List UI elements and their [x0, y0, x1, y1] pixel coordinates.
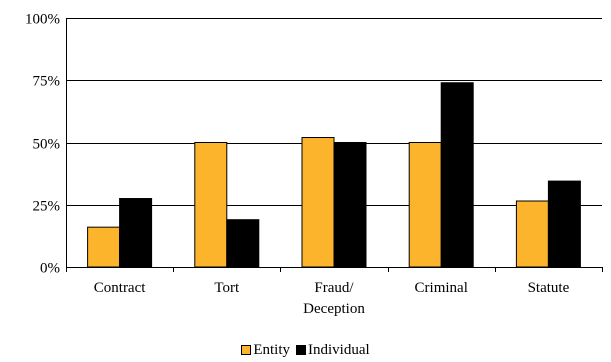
y-tick-labels: 0% 25% 50% 75% 100% [25, 12, 60, 277]
x-tick-label: Tort [214, 280, 240, 296]
bar-entity [515, 200, 549, 268]
bar-individual [333, 142, 367, 268]
legend-item-individual: Individual [296, 342, 370, 359]
y-tick-label: 75% [33, 74, 61, 90]
bar-entity [194, 142, 228, 268]
y-tick-label: 100% [25, 12, 60, 28]
x-tick-label: Contract [94, 280, 146, 296]
bar-individual [440, 82, 474, 268]
bar-chart: 0% 25% 50% 75% 100% Contract Tort Fraud/Decept… [25, 12, 603, 317]
x-tick-label: Criminal [415, 280, 468, 296]
bar-individual [226, 219, 260, 268]
legend-label: Entity [253, 341, 290, 358]
legend-swatch [241, 345, 252, 355]
bar-entity [408, 142, 442, 268]
bar-entity [301, 137, 335, 268]
y-tick-label: 50% [33, 137, 61, 153]
y-tick-label: 0% [40, 261, 60, 277]
bar-entity [87, 226, 121, 268]
legend-label: Individual [308, 341, 370, 358]
x-tick-labels: Contract Tort Fraud/Deception Criminal Statu… [94, 280, 570, 317]
y-tick-label: 25% [33, 199, 61, 215]
bar-individual [547, 180, 581, 268]
axes [66, 18, 603, 272]
legend-item-entity: Entity [241, 342, 290, 359]
x-tick-label: Statute [528, 280, 570, 296]
legend: Entity Individual [0, 340, 611, 360]
bar-individual [119, 198, 153, 268]
legend-swatch [296, 345, 306, 355]
bars [87, 82, 581, 268]
x-tick-label: Fraud/Deception [303, 280, 365, 317]
